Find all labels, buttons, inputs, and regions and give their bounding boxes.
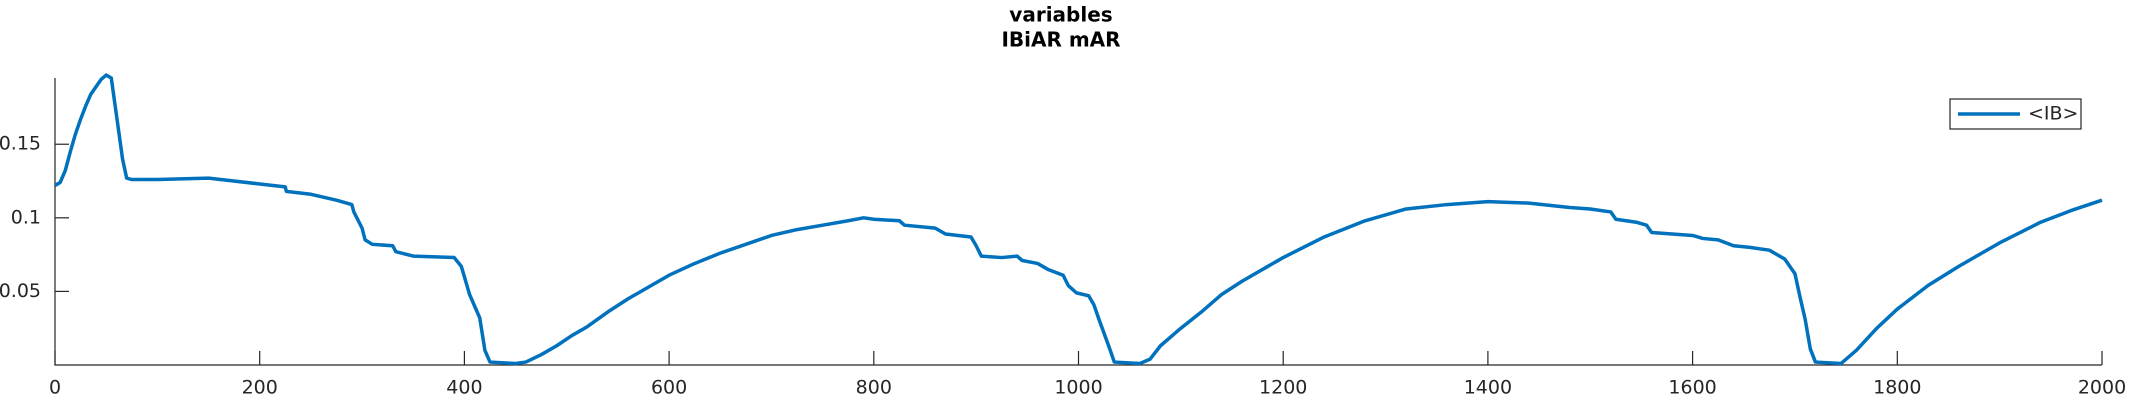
x-tick-label: 0 (49, 377, 61, 399)
chart-subtitle: IBiAR mAR (1001, 28, 1120, 52)
x-tick-label: 800 (856, 377, 892, 399)
data-line (54, 73, 2103, 366)
legend-label: <IB> (2028, 103, 2078, 125)
x-tick-label: 600 (651, 377, 687, 399)
y-tick-label: 0.05 (0, 280, 41, 302)
x-tick-label: 200 (242, 377, 278, 399)
x-tick-label: 1400 (1464, 377, 1512, 399)
x-tick-label: 1600 (1668, 377, 1716, 399)
y-tick-label: 0.1 (11, 206, 41, 228)
x-tick-label: 1000 (1054, 377, 1102, 399)
x-tick-label: 1200 (1259, 377, 1307, 399)
x-tick-label: 400 (446, 377, 482, 399)
axes (54, 78, 2102, 366)
x-tick-label: 1800 (1873, 377, 1921, 399)
chart-title: variables (1009, 3, 1112, 27)
y-tick-label: 0.15 (0, 133, 41, 155)
x-tick-label: 2000 (2078, 377, 2126, 399)
